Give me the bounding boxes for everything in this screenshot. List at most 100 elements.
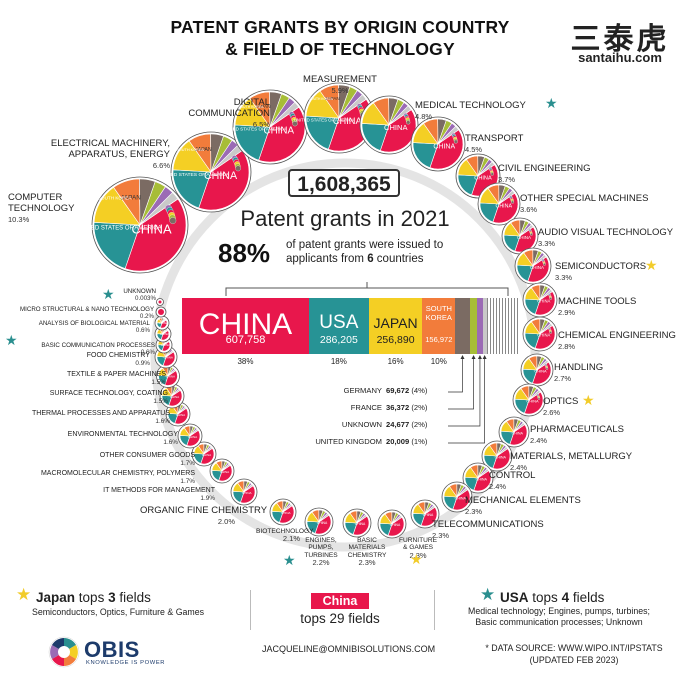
field-label-name: CHEMICAL ENGINEERING [558,330,676,341]
wedge-united-kingdom [539,288,553,301]
bubble-china-label: CHINA [170,395,179,399]
field-label-computer-technology: COMPUTER TECHNOLOGY 10.3% [8,192,100,225]
field-label-pct: 1.7% [180,478,195,485]
field-label-name: TELECOMMUNICATIONS [432,519,544,530]
other-country-dot [235,165,241,172]
bubble-korea-label: SOUTH KOREA [98,196,132,201]
field-label-telecommunications: TELECOMMUNICATIONS 2.3% [432,519,544,541]
wedge-usa [93,221,141,269]
contact-email: JACQUELINE@OMNIBISOLUTIONS.COM [262,644,436,654]
leader-germany [448,356,463,393]
bubble-japan-label: JAPAN [325,96,340,101]
bar-share-japan: 16% [387,357,404,366]
wedge-united-kingdom [496,446,509,457]
bubble-china-label: CHINA [202,453,211,457]
title-line1: PATENT GRANTS BY ORIGIN COUNTRY [170,17,510,37]
bar-segment-usa [308,298,369,354]
wedge-united-kingdom [139,192,179,226]
field-label-pct: 3.3% [538,239,556,248]
wedge-china [200,447,215,465]
field-label-pct: 6.6% [152,161,170,170]
field-label-optics: OPTICS 2.6% [543,396,578,418]
bubble-materials-metallurgy: CHINA [481,440,513,472]
gold-star-icon: ★ [582,392,595,408]
bubble-fill [158,309,164,315]
bubble-pharmaceuticals: CHINA [498,416,530,448]
bubble-analysis-of-biological-material: CHINA [154,315,170,331]
wedge-united-kingdom [519,224,534,237]
bubble-china-label: CHINA [433,144,455,151]
leader-arrow [477,355,482,359]
field-label-name: CONTROL [489,470,536,481]
obis-logo-text: OBIS [84,637,140,662]
usa-summary-sub1: Medical technology; Engines, pumps, turb… [468,606,650,616]
field-label-pct: 0.9% [135,360,150,367]
bubble-biotechnology: CHINA [269,498,297,526]
japan-summary-sub: Semiconductors, Optics, Furniture & Game… [31,607,205,617]
field-label-pct: 2.4% [489,482,507,491]
minor-country-value: 24,677 [386,420,410,429]
field-label-unknown: UNKNOWN 0.003% [20,288,156,302]
bubble-china-label: CHINA [204,170,238,182]
field-label-name: ENVIRONMENTAL TECHNOLOGY [67,431,178,438]
wedge-china [164,370,178,386]
teal-star-icon: ★ [102,286,115,302]
field-label-it-methods-for-management: IT METHODS FOR MANAGEMENT 1.9% [100,487,215,503]
sub-text: of patent grants were issued to applican… [286,238,486,266]
wedge-china [387,516,405,537]
other-country-dot [511,200,515,204]
other-country-dot [543,263,546,266]
wedge-china [186,429,201,447]
bubble-engines-pumps-turbines: CHINA [304,507,334,537]
obis-tagline: KNOWLEDGE IS POWER [86,660,166,666]
footer-divider-right [434,590,435,630]
field-label-analysis-of-biological-material: ANALYSIS OF BIOLOGICAL MATERIAL 0.6% [20,320,150,334]
bubble-china-label: CHINA [537,299,550,304]
bar-segment-germany [455,298,470,354]
field-label-name: ANALYSIS OF BIOLOGICAL MATERIAL [38,320,150,327]
field-label-mechanical-elements: MECHANICAL ELEMENTS 2.3% [465,495,581,517]
minor-country-name: FRANCE [350,403,382,412]
field-label-pct: 1.5% [153,398,168,405]
wedge-china [420,506,438,527]
obis-logo-icon [48,636,80,668]
minor-country-germany: GERMANY 69,672 (4%) [300,386,450,395]
headline: Patent grants in 2021 [240,206,450,231]
field-label-biotechnology: BIOTECHNOLOGY 2.1% [256,528,314,543]
wedge-united-kingdom [528,389,541,401]
field-label-electrical-machinery-apparatus-energy: ELECTRICAL MACHINERY, APPARATUS, ENERGY 6… [42,138,170,171]
field-label-pct: 4.8% [415,112,433,121]
minor-country-united-kingdom: UNITED KINGDOM 20,009 (1%) [300,437,450,446]
bar-segment-united-kingdom [482,298,487,354]
field-label-transport: TRANSPORT 4.5% [465,133,523,155]
bar-bracket [225,282,509,296]
field-label-organic-fine-chemistry: ORGANIC FINE CHEMISTRY 2.0% [140,505,267,527]
minor-country-unknown: UNKNOWN 24,677 (2%) [300,420,450,429]
teal-star-icon: ★ [283,552,296,568]
field-label-pct: 0.003% [135,295,156,302]
field-label-pct: 1.6% [155,418,170,425]
field-label-other-special-machines: OTHER SPECIAL MACHINES 3.6% [520,193,648,215]
usa-summary: USA tops 4 fields [500,590,604,605]
bubble-china-label: CHINA [159,321,168,325]
data-source: * DATA SOURCE: WWW.WIPO.INT/IPSTATS (UPD… [474,642,674,666]
other-country-dot [530,233,533,236]
bubble-china-label: CHINA [384,123,408,132]
field-label-pct: 1.6% [163,439,178,446]
wedge-united-kingdom [177,406,187,415]
wedge-united-kingdom [162,329,169,335]
wedge-united-kingdom [437,125,460,145]
big-percentage: 88% [218,238,271,268]
bubble-china-label: CHINA [176,413,185,417]
field-label-environmental-technology: ENVIRONMENTAL TECHNOLOGY 1.6% [30,431,178,447]
field-label-name: TEXTILE & PAPER MACHINES [66,371,166,378]
bubble-furniture-games: CHINA [377,509,407,539]
bubble-china-label: CHINA [537,333,550,338]
japan-summary-fields: fields [119,590,151,605]
bar-label-japan: JAPAN [373,315,418,331]
sub-text-num: 6 [367,253,374,265]
field-label-pct: 2.4% [510,463,528,472]
